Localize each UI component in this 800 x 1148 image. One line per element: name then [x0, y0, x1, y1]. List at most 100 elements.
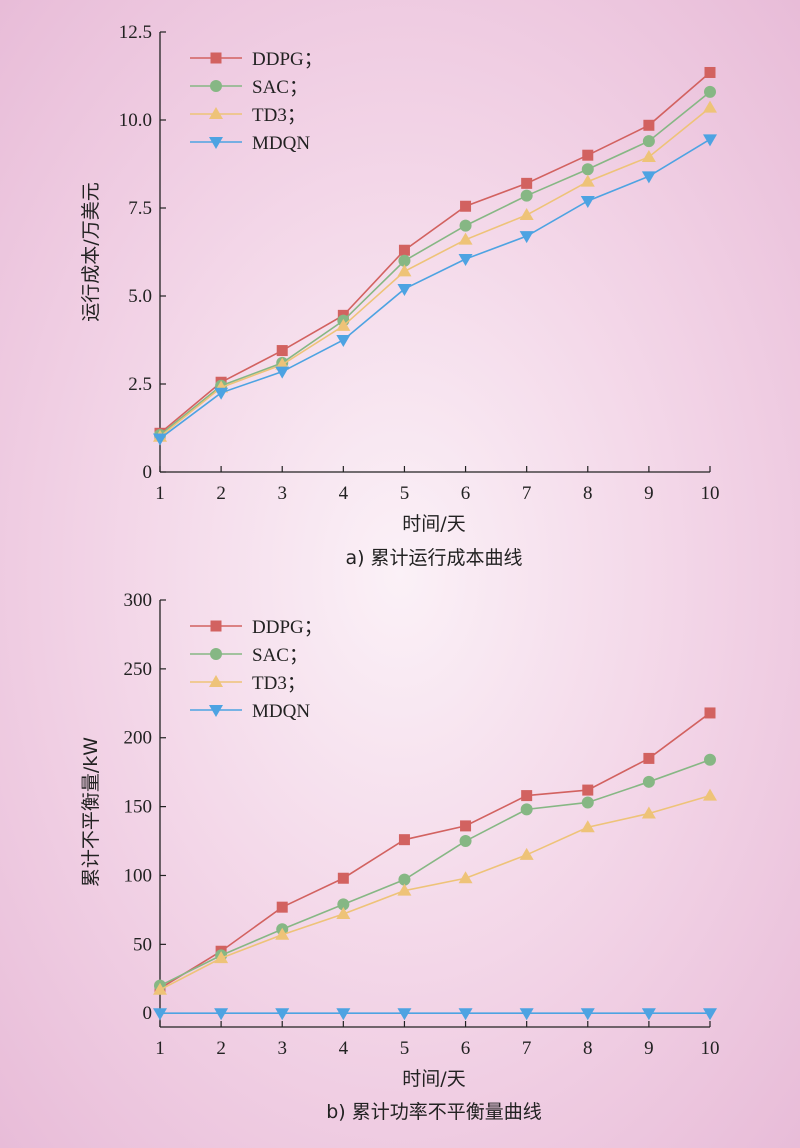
chart-b-series-mdqn-point	[580, 1008, 595, 1021]
chart-a-series-sac-point	[581, 163, 594, 176]
chart-a-legend-sac-label: SAC；	[252, 77, 308, 98]
chart-a-series-ddpg-point	[460, 200, 472, 212]
chart-b-legend-mdqn-marker	[209, 705, 223, 717]
chart-a-series-td3-point	[641, 149, 656, 162]
chart-a-y-tick-label: 7.5	[128, 198, 152, 219]
chart-a-y-tick-label: 12.5	[119, 22, 152, 43]
chart-a-y-tick-label: 0	[143, 462, 153, 483]
chart-a-legend-mdqn-marker	[209, 137, 223, 149]
chart-b-x-tick-label: 4	[339, 1038, 349, 1059]
chart-b-series-sac-point	[459, 835, 472, 848]
chart-b-series-mdqn-point	[397, 1008, 412, 1021]
chart-a-series-td3-point	[580, 174, 595, 187]
chart-a-x-tick-label: 8	[583, 483, 593, 504]
chart-b-series-ddpg-point	[582, 784, 594, 796]
chart-a-y-tick-label: 10.0	[119, 110, 152, 131]
chart-b-y-tick-label: 200	[124, 728, 153, 749]
chart-b-series-mdqn-point	[275, 1008, 290, 1021]
chart-b-series-mdqn-point	[153, 1008, 167, 1021]
chart-b-y-tick-label: 100	[124, 865, 153, 886]
chart-a-x-tick-label: 7	[522, 483, 532, 504]
chart-b-series-mdqn-point	[703, 1008, 717, 1021]
chart-b-series-mdqn-point	[641, 1008, 656, 1021]
chart-b-series-td3-point	[580, 820, 595, 833]
chart-a-legend-td3-marker	[209, 107, 223, 119]
chart-b-series-td3-point	[214, 951, 229, 964]
chart-b-legend-sac-marker	[210, 648, 222, 660]
chart-b-y-tick-label: 300	[124, 590, 153, 611]
chart-a-series-mdqn-point	[703, 134, 717, 147]
chart-a-legend-td3-label: TD3；	[252, 105, 306, 126]
chart-b-series-td3-point	[458, 871, 473, 884]
chart-b-legend-mdqn-label: MDQN	[252, 701, 310, 722]
chart-a-legend-ddpg-marker	[210, 52, 222, 64]
chart-b-series-sac-point	[520, 803, 533, 816]
chart-b-y-tick-label: 150	[124, 797, 153, 818]
chart-b-legend-ddpg-marker	[210, 620, 222, 632]
chart-a-series-td3-point	[397, 264, 412, 277]
chart-a-x-tick-label: 10	[701, 483, 720, 504]
chart-b-series-sac-point	[642, 775, 655, 788]
chart-b-caption: b) 累计功率不平衡量曲线	[326, 1101, 542, 1123]
chart-b-xlabel: 时间/天	[402, 1068, 465, 1090]
chart-b-x-tick-label: 8	[583, 1038, 593, 1059]
chart-a-series-ddpg-point	[582, 149, 594, 161]
chart-b-x-tick-label: 10	[701, 1038, 720, 1059]
chart-b-ylabel: 累计不平衡量/kW	[80, 737, 102, 887]
chart-b-legend-sac-label: SAC；	[252, 645, 308, 666]
chart-a-series-td3-point	[275, 357, 290, 370]
chart-b-series-td3-point	[397, 883, 412, 896]
chart-b-series-ddpg-point	[337, 872, 349, 884]
chart-a-series-ddpg-point	[521, 177, 533, 189]
chart-b-series-td3-point	[153, 982, 167, 995]
chart-a-series-sac-point	[398, 254, 411, 267]
chart-b-x-tick-label: 9	[644, 1038, 654, 1059]
chart-a-series-mdqn-line	[159, 138, 711, 440]
chart-a-series-td3-point	[458, 232, 473, 245]
chart-a-series-ddpg-point	[398, 244, 410, 256]
chart-b-series-mdqn-point	[458, 1008, 473, 1021]
chart-b-series-mdqn-point	[519, 1008, 534, 1021]
chart-b-series-td3-point	[703, 788, 717, 801]
chart-b-legend-td3-marker	[209, 675, 223, 687]
chart-b-y-tick-label: 50	[133, 934, 152, 955]
chart-a-series-mdqn-point	[458, 254, 473, 267]
chart-a-legend-sac-marker	[210, 80, 222, 92]
chart-a-xlabel: 时间/天	[402, 513, 465, 535]
chart-a-x-tick-label: 4	[339, 483, 349, 504]
chart-a-series-sac-line	[159, 91, 711, 436]
chart-b-series-ddpg-point	[398, 834, 410, 846]
chart-b-series-mdqn-point	[214, 1008, 229, 1021]
chart-b-series-td3-line	[159, 794, 711, 991]
chart-b-y-tick-label: 0	[143, 1003, 153, 1024]
chart-b-x-tick-label: 3	[277, 1038, 287, 1059]
chart-b-series-ddpg-line	[159, 712, 711, 990]
chart-a-series-mdqn-point	[153, 433, 167, 446]
chart-b-series-sac-point	[581, 796, 594, 809]
chart-a-series-sac-point	[459, 219, 472, 232]
chart-b-series-td3-point	[641, 806, 656, 819]
chart-b-series-sac-point	[398, 873, 411, 886]
chart-b-series-sac-point	[337, 898, 350, 911]
chart-b-series-ddpg-point	[704, 707, 716, 719]
chart-a-series-td3-point	[519, 208, 534, 221]
chart-a-series-mdqn-point	[214, 387, 229, 400]
chart-a-series-ddpg-line	[159, 71, 711, 434]
chart-a-legend-ddpg-label: DDPG；	[252, 49, 323, 70]
chart-a-series-sac-point	[704, 85, 716, 98]
chart-a-y-tick-label: 2.5	[128, 374, 152, 395]
chart-a-series-mdqn-point	[641, 171, 656, 184]
chart-a-series-mdqn-point	[580, 195, 595, 208]
chart-a-series-td3-point	[336, 318, 351, 331]
chart-b-x-tick-label: 1	[155, 1038, 165, 1059]
chart-b-x-tick-label: 2	[216, 1038, 226, 1059]
chart-a-series-mdqn-point	[336, 335, 351, 347]
chart-b-series-ddpg-point	[643, 752, 655, 764]
chart-a-x-tick-label: 2	[216, 483, 226, 504]
chart-a-series-td3-line	[159, 107, 711, 438]
chart-a-caption: a) 累计运行成本曲线	[345, 547, 522, 569]
chart-b-series-ddpg-point	[521, 790, 533, 802]
chart-a-series-mdqn-point	[275, 366, 290, 379]
chart-a-series-ddpg-point	[643, 119, 655, 131]
